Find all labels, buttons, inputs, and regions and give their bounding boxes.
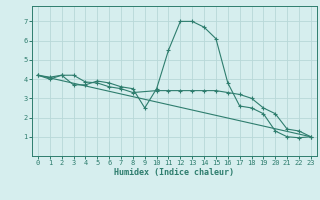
X-axis label: Humidex (Indice chaleur): Humidex (Indice chaleur) [115,168,234,177]
